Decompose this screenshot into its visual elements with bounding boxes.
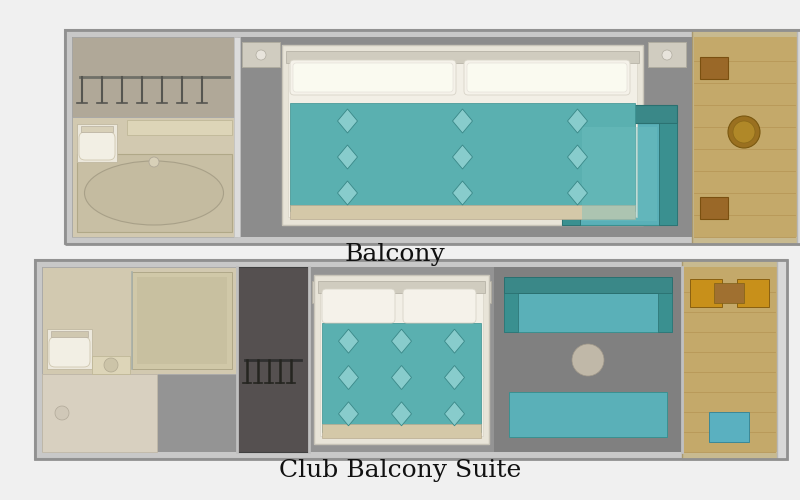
Polygon shape xyxy=(445,366,465,390)
FancyBboxPatch shape xyxy=(467,63,627,92)
Bar xyxy=(737,279,769,307)
Bar xyxy=(312,281,347,303)
Bar xyxy=(127,120,232,135)
Bar xyxy=(562,123,677,225)
Text: Club Balcony Suite: Club Balcony Suite xyxy=(279,458,521,481)
Bar xyxy=(322,424,481,438)
FancyBboxPatch shape xyxy=(403,289,476,323)
Bar xyxy=(690,279,722,307)
Bar xyxy=(242,42,280,67)
Bar xyxy=(682,260,784,459)
FancyBboxPatch shape xyxy=(290,60,456,95)
Bar xyxy=(648,42,686,67)
Polygon shape xyxy=(338,109,358,133)
Bar xyxy=(322,323,481,432)
Bar xyxy=(694,37,797,237)
Polygon shape xyxy=(445,329,465,353)
Bar xyxy=(72,37,692,237)
Bar xyxy=(282,45,643,225)
Bar xyxy=(562,105,677,123)
Bar xyxy=(286,51,639,63)
Bar xyxy=(320,281,483,436)
Bar xyxy=(237,267,309,452)
Bar xyxy=(658,293,672,332)
Bar xyxy=(92,356,130,374)
Bar xyxy=(504,293,518,332)
Bar xyxy=(72,37,237,117)
Polygon shape xyxy=(391,366,411,390)
Polygon shape xyxy=(567,109,587,133)
Circle shape xyxy=(572,344,604,376)
Bar xyxy=(797,30,800,244)
Bar xyxy=(504,293,672,332)
Bar xyxy=(77,154,232,232)
FancyBboxPatch shape xyxy=(293,63,453,92)
Circle shape xyxy=(256,50,266,60)
Circle shape xyxy=(728,116,760,148)
Ellipse shape xyxy=(85,161,223,225)
Polygon shape xyxy=(338,329,358,353)
Bar xyxy=(714,283,744,303)
Bar xyxy=(494,267,682,452)
Bar xyxy=(65,30,800,244)
Bar xyxy=(35,260,787,459)
Bar xyxy=(290,103,635,211)
Circle shape xyxy=(149,157,159,167)
Polygon shape xyxy=(338,145,358,169)
Bar xyxy=(684,267,777,452)
Bar xyxy=(81,126,113,132)
Bar xyxy=(72,117,237,237)
Bar xyxy=(582,127,657,221)
Circle shape xyxy=(104,358,118,372)
Bar xyxy=(290,205,635,219)
Bar xyxy=(35,260,787,459)
Bar xyxy=(137,277,227,364)
Bar xyxy=(288,51,637,217)
Polygon shape xyxy=(453,181,473,205)
Polygon shape xyxy=(391,329,411,353)
Bar xyxy=(777,260,787,459)
Bar xyxy=(562,123,580,225)
Bar xyxy=(709,412,749,442)
Bar xyxy=(456,281,491,303)
Circle shape xyxy=(55,406,69,420)
Bar xyxy=(692,30,800,244)
Polygon shape xyxy=(567,181,587,205)
Bar xyxy=(65,30,800,244)
Text: Balcony: Balcony xyxy=(345,242,446,266)
Bar xyxy=(47,329,92,369)
Polygon shape xyxy=(338,366,358,390)
FancyBboxPatch shape xyxy=(322,289,395,323)
Circle shape xyxy=(662,50,672,60)
Circle shape xyxy=(733,121,755,143)
FancyBboxPatch shape xyxy=(79,132,115,160)
Polygon shape xyxy=(453,109,473,133)
Polygon shape xyxy=(391,402,411,426)
Bar xyxy=(659,123,677,225)
Polygon shape xyxy=(445,402,465,426)
Polygon shape xyxy=(338,402,358,426)
FancyBboxPatch shape xyxy=(464,60,630,95)
Bar xyxy=(42,267,682,452)
Polygon shape xyxy=(453,145,473,169)
Bar xyxy=(234,37,240,237)
Bar xyxy=(700,57,728,79)
FancyBboxPatch shape xyxy=(49,337,90,367)
Bar xyxy=(42,267,237,374)
Bar xyxy=(509,392,667,437)
Bar xyxy=(700,197,728,219)
Bar xyxy=(314,275,489,444)
Bar xyxy=(504,277,672,293)
Polygon shape xyxy=(338,181,358,205)
Bar xyxy=(51,331,88,337)
Polygon shape xyxy=(567,145,587,169)
Bar xyxy=(132,272,232,369)
Bar xyxy=(42,374,157,452)
Bar xyxy=(318,281,485,293)
Bar xyxy=(77,124,117,162)
